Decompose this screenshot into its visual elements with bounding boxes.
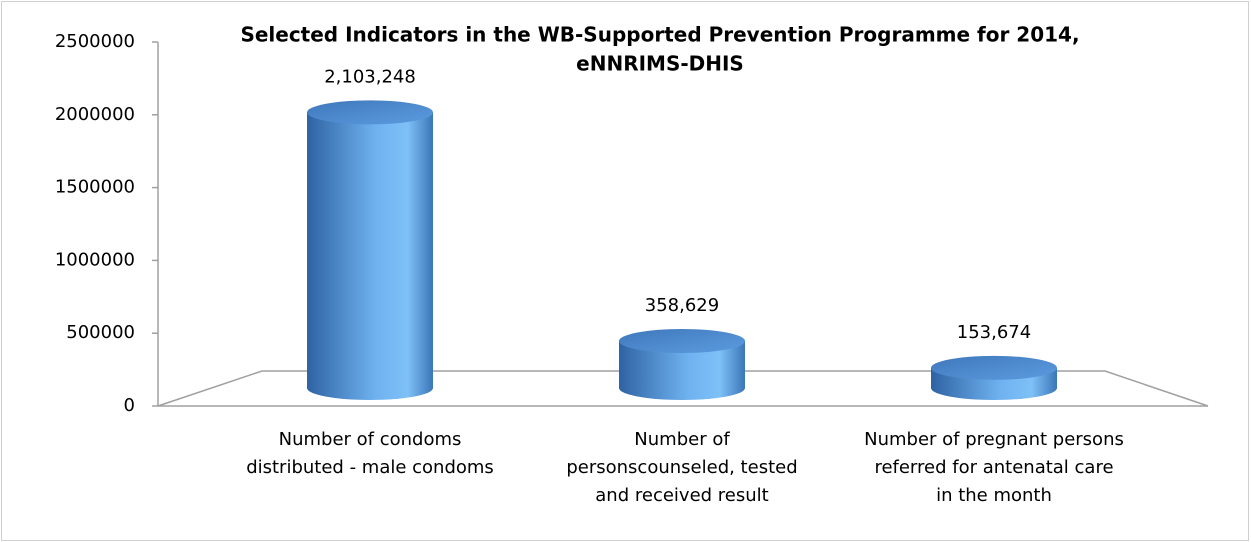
x-tick-label: referred for antenatal care — [874, 457, 1113, 478]
chart-title: Selected Indicators in the WB-Supported … — [240, 23, 1079, 47]
y-tick-label: 2000000 — [55, 104, 135, 125]
bar-top — [307, 100, 433, 125]
x-tick-label: Number of — [634, 429, 730, 450]
data-label: 153,674 — [957, 322, 1031, 343]
y-tick-label: 500000 — [66, 322, 135, 343]
x-tick-label: Number of pregnant persons — [864, 429, 1124, 450]
data-label: 2,103,248 — [324, 66, 416, 87]
y-tick-label: 0 — [124, 395, 135, 416]
bar-top — [931, 355, 1057, 380]
y-tick-label: 1000000 — [55, 249, 135, 270]
bar — [307, 112, 433, 400]
bar — [619, 341, 745, 400]
data-label: 358,629 — [645, 295, 719, 316]
x-tick-label: personscounseled, tested — [566, 457, 797, 478]
x-tick-label: distributed - male condoms — [246, 457, 494, 478]
chart-title: eNNRIMS-DHIS — [576, 52, 744, 76]
bar-top — [619, 329, 745, 354]
x-tick-label: and received result — [595, 485, 768, 506]
y-tick-label: 2500000 — [55, 31, 135, 52]
x-tick-label: Number of condoms — [279, 429, 462, 450]
x-tick-label: in the month — [936, 485, 1052, 506]
y-tick-label: 1500000 — [55, 177, 135, 198]
